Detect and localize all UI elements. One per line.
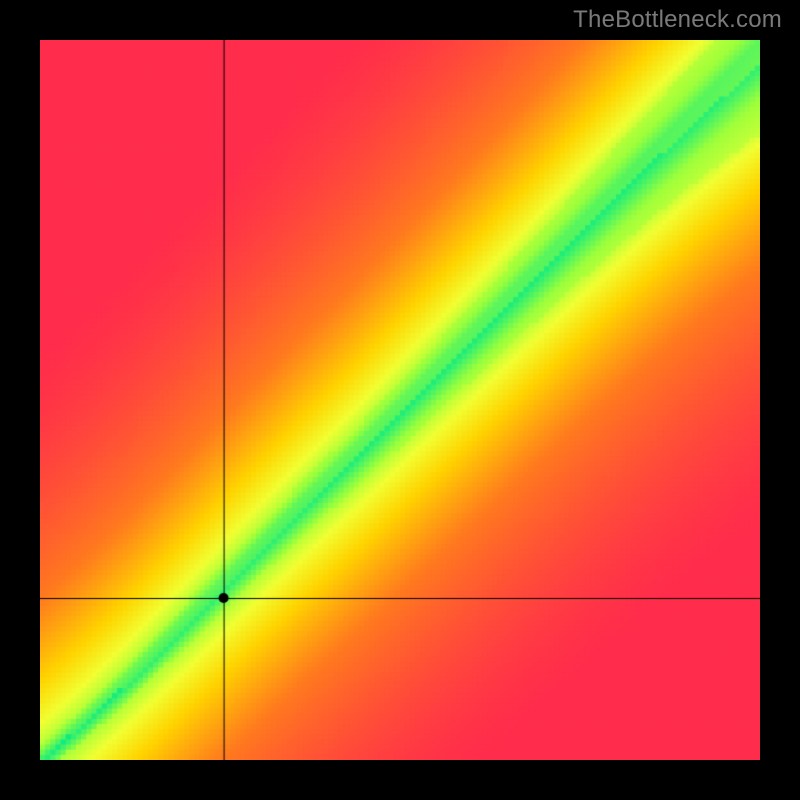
bottleneck-heatmap — [40, 40, 760, 760]
chart-frame: TheBottleneck.com — [0, 0, 800, 800]
attribution-watermark: TheBottleneck.com — [573, 6, 782, 34]
